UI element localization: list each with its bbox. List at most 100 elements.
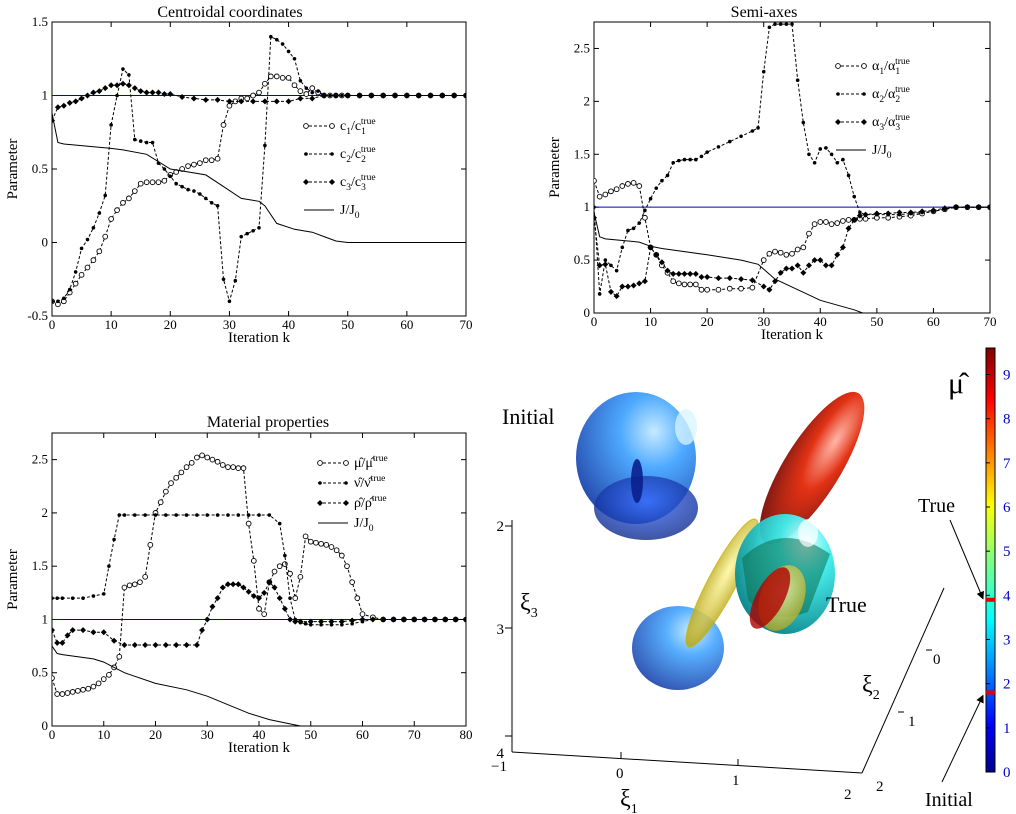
colorbar-tick-label: 4 (1003, 588, 1011, 604)
data-point (239, 234, 244, 239)
data-point (687, 281, 694, 288)
data-point (451, 92, 458, 99)
series-ρ̂/ρ̂true (52, 579, 466, 649)
data-point (790, 22, 794, 26)
colorbar-gradient (985, 347, 996, 773)
data-point (202, 157, 209, 164)
y-tick-label: 2 (42, 505, 49, 520)
data-point (845, 225, 852, 232)
data-point (127, 73, 131, 77)
x-tick-label: 50 (341, 317, 354, 332)
data-point (332, 92, 339, 99)
data-point (97, 211, 102, 215)
data-point (91, 226, 96, 230)
data-point (688, 157, 692, 162)
data-point (230, 581, 237, 588)
data-point (137, 88, 144, 95)
data-point (219, 584, 226, 591)
data-point (919, 208, 926, 215)
data-point (624, 283, 631, 290)
true-arrow (949, 519, 984, 600)
data-point (188, 459, 195, 466)
legend-marker (317, 460, 323, 466)
data-point (756, 126, 760, 130)
data-point (794, 262, 801, 269)
legend: μ̂/μ̂true ν̂/ν̂true ρ̂/ρ̂true J/J0 (317, 454, 388, 534)
data-point (380, 92, 387, 99)
data-point (818, 147, 823, 151)
x-tick-label: 40 (253, 727, 266, 742)
series-line (52, 581, 466, 646)
data-point (824, 146, 828, 150)
data-point (630, 282, 637, 289)
true-value-marker (986, 597, 995, 602)
colorbar-tick-label: 0 (1003, 765, 1011, 781)
y-tick-label: 0.5 (574, 252, 590, 267)
data-point (613, 186, 620, 193)
data-point (238, 98, 245, 105)
data-point (179, 93, 186, 100)
data-point (149, 89, 156, 96)
data-point (626, 228, 630, 233)
data-point (261, 98, 268, 105)
data-point (142, 573, 149, 580)
data-point (167, 91, 174, 98)
legend-marker (344, 481, 348, 485)
y-tick-label: 2 (584, 93, 591, 108)
legend-label: ρ̂/ρ̂true (354, 494, 387, 511)
data-point (256, 595, 262, 602)
x-tick-label: 60 (927, 314, 940, 329)
data-point (670, 270, 677, 277)
series-J/J0 (594, 212, 990, 313)
data-point (261, 589, 268, 596)
data-point (230, 464, 236, 470)
colorbar-label: μ̂ (948, 367, 969, 400)
legend-label: α1/α1true (872, 57, 910, 77)
data-point (304, 86, 309, 90)
colorbar: 0 1 2 3 4 5 6 7 8 9 μ̂ True Initial (918, 347, 1011, 811)
y-axis-label: Parameter (5, 139, 21, 200)
data-point (193, 642, 200, 649)
x-tick-label: 20 (701, 314, 714, 329)
data-point (602, 261, 609, 268)
data-point (192, 189, 196, 193)
data-point (245, 231, 249, 236)
data-point (681, 270, 688, 277)
data-point (841, 157, 845, 162)
series-line (52, 75, 466, 305)
data-point (350, 621, 354, 626)
data-point (369, 616, 376, 623)
x-tick-label: 30 (223, 317, 236, 332)
data-point (694, 157, 698, 162)
data-point (704, 274, 711, 281)
data-point (648, 196, 653, 201)
data-point (144, 140, 149, 145)
data-point (240, 465, 247, 472)
data-point (653, 251, 660, 258)
data-point (777, 249, 784, 256)
data-point (131, 188, 138, 194)
chart-3: Material properties 0 10 20 30 40 50 60 70 80 0 0.5… (5, 414, 473, 756)
data-point (197, 160, 203, 166)
data-point (698, 286, 705, 293)
data-point (822, 262, 829, 269)
x-tick-label: 0 (49, 317, 56, 332)
data-point (73, 270, 78, 274)
data-point (716, 145, 721, 149)
data-point (766, 250, 773, 257)
data-point (269, 34, 273, 39)
data-point (636, 280, 643, 287)
data-point (795, 78, 800, 82)
initial-ellipsoid-thin (631, 459, 643, 503)
data-point (749, 277, 756, 284)
x-tick-label: 70 (408, 727, 421, 742)
legend-marker (330, 152, 334, 156)
data-point (122, 513, 127, 517)
data-point (121, 67, 125, 71)
plot-frame (593, 21, 991, 314)
data-point (380, 616, 387, 623)
data-point (108, 82, 115, 89)
data-point (168, 480, 174, 486)
x-tick-label: 10 (644, 314, 657, 329)
